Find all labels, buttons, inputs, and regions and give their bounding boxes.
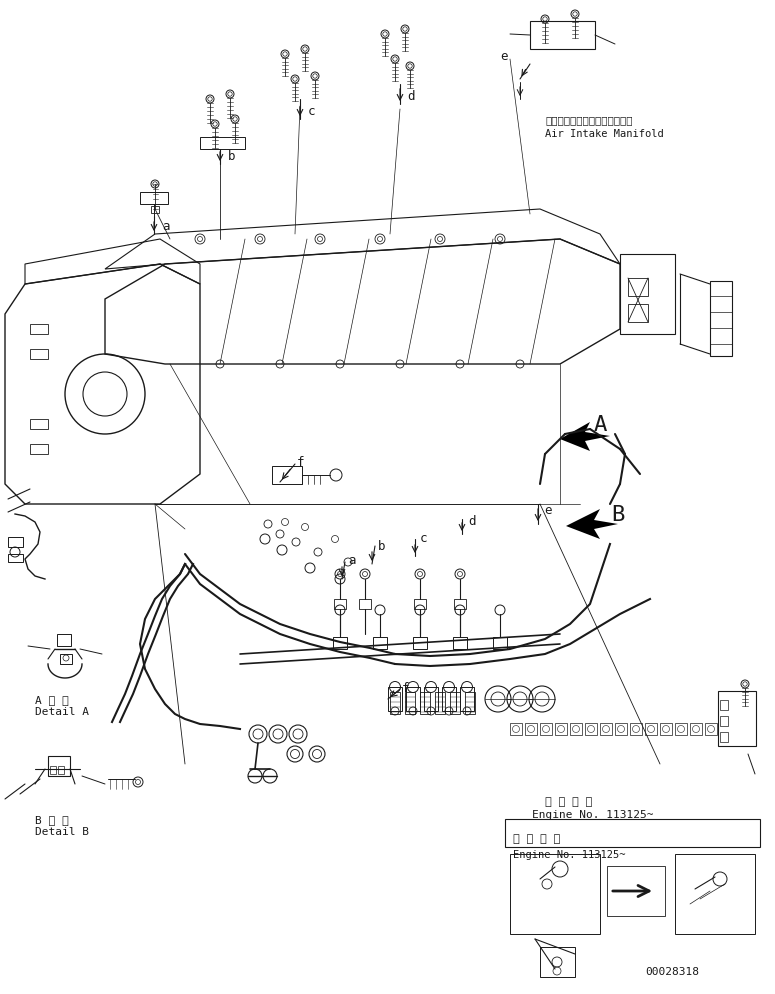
Bar xyxy=(58,766,64,774)
Text: 00028318: 00028318 xyxy=(645,966,699,976)
Bar xyxy=(435,692,445,715)
Bar xyxy=(718,691,756,746)
Text: B 詳 細: B 詳 細 xyxy=(35,814,69,824)
Bar xyxy=(450,692,460,715)
Text: e: e xyxy=(544,504,552,517)
Bar xyxy=(628,305,648,323)
Bar xyxy=(660,724,672,736)
Text: a: a xyxy=(348,554,356,567)
Text: c: c xyxy=(420,532,428,545)
Bar xyxy=(530,22,595,50)
Bar xyxy=(690,724,702,736)
Bar xyxy=(630,724,642,736)
Text: Detail B: Detail B xyxy=(35,826,89,836)
Bar xyxy=(710,281,732,357)
Text: d: d xyxy=(468,515,476,528)
Bar xyxy=(705,724,717,736)
Text: 適 用 号 機: 適 用 号 機 xyxy=(513,833,560,843)
Bar xyxy=(30,325,48,335)
Bar xyxy=(359,599,371,609)
Bar xyxy=(413,637,427,649)
Bar xyxy=(57,634,71,646)
Bar xyxy=(510,854,600,934)
Bar xyxy=(525,724,537,736)
Bar xyxy=(675,854,755,934)
Text: b: b xyxy=(378,540,385,553)
Bar xyxy=(465,692,475,715)
Bar xyxy=(30,444,48,454)
Text: Engine No. 113125~: Engine No. 113125~ xyxy=(532,809,653,819)
Text: d: d xyxy=(407,89,415,103)
Bar xyxy=(493,637,507,649)
Text: Detail A: Detail A xyxy=(35,707,89,717)
Bar xyxy=(460,687,474,712)
Bar xyxy=(373,637,387,649)
Text: 適 用 号 機: 適 用 号 機 xyxy=(545,796,592,806)
Bar xyxy=(8,538,23,548)
Text: b: b xyxy=(228,150,236,163)
Bar xyxy=(607,866,665,916)
Bar xyxy=(414,599,426,609)
Bar xyxy=(48,756,70,776)
Bar xyxy=(645,724,657,736)
Bar xyxy=(388,687,402,712)
Bar xyxy=(540,724,552,736)
Text: a: a xyxy=(162,220,170,233)
Bar xyxy=(406,687,420,712)
Bar xyxy=(272,466,302,484)
Bar xyxy=(151,207,159,214)
Bar xyxy=(8,555,23,563)
Bar xyxy=(140,193,168,205)
Bar xyxy=(50,766,56,774)
Bar xyxy=(675,724,687,736)
Bar xyxy=(510,724,522,736)
Bar xyxy=(585,724,597,736)
Bar xyxy=(453,637,467,649)
Bar xyxy=(720,733,728,743)
Bar xyxy=(200,138,245,150)
Bar xyxy=(442,687,456,712)
Text: A 詳 細: A 詳 細 xyxy=(35,694,69,705)
Bar xyxy=(720,717,728,727)
Bar xyxy=(628,278,648,296)
Bar xyxy=(570,724,582,736)
Text: A: A xyxy=(594,414,607,434)
Bar xyxy=(60,654,72,664)
Polygon shape xyxy=(566,510,618,540)
Bar xyxy=(333,637,347,649)
Bar xyxy=(30,419,48,429)
Bar xyxy=(615,724,627,736)
Text: Air Intake Manifold: Air Intake Manifold xyxy=(545,129,663,139)
Bar xyxy=(454,599,466,609)
Bar xyxy=(505,819,760,847)
Text: f: f xyxy=(402,681,409,694)
Bar xyxy=(424,687,438,712)
Text: f: f xyxy=(297,455,305,468)
Text: c: c xyxy=(308,105,315,118)
Bar xyxy=(720,701,728,711)
Bar xyxy=(334,599,346,609)
Bar xyxy=(405,692,415,715)
Text: Engine No. 113125~: Engine No. 113125~ xyxy=(513,849,625,859)
Bar xyxy=(600,724,612,736)
Text: e: e xyxy=(500,50,508,63)
Polygon shape xyxy=(560,422,610,451)
Bar xyxy=(555,724,567,736)
Bar xyxy=(540,947,575,977)
Text: エアーインテークマニホールド: エアーインテークマニホールド xyxy=(545,115,632,125)
Bar xyxy=(620,254,675,335)
Bar xyxy=(30,350,48,360)
Bar xyxy=(420,692,430,715)
Text: B: B xyxy=(611,505,625,525)
Bar xyxy=(390,692,400,715)
